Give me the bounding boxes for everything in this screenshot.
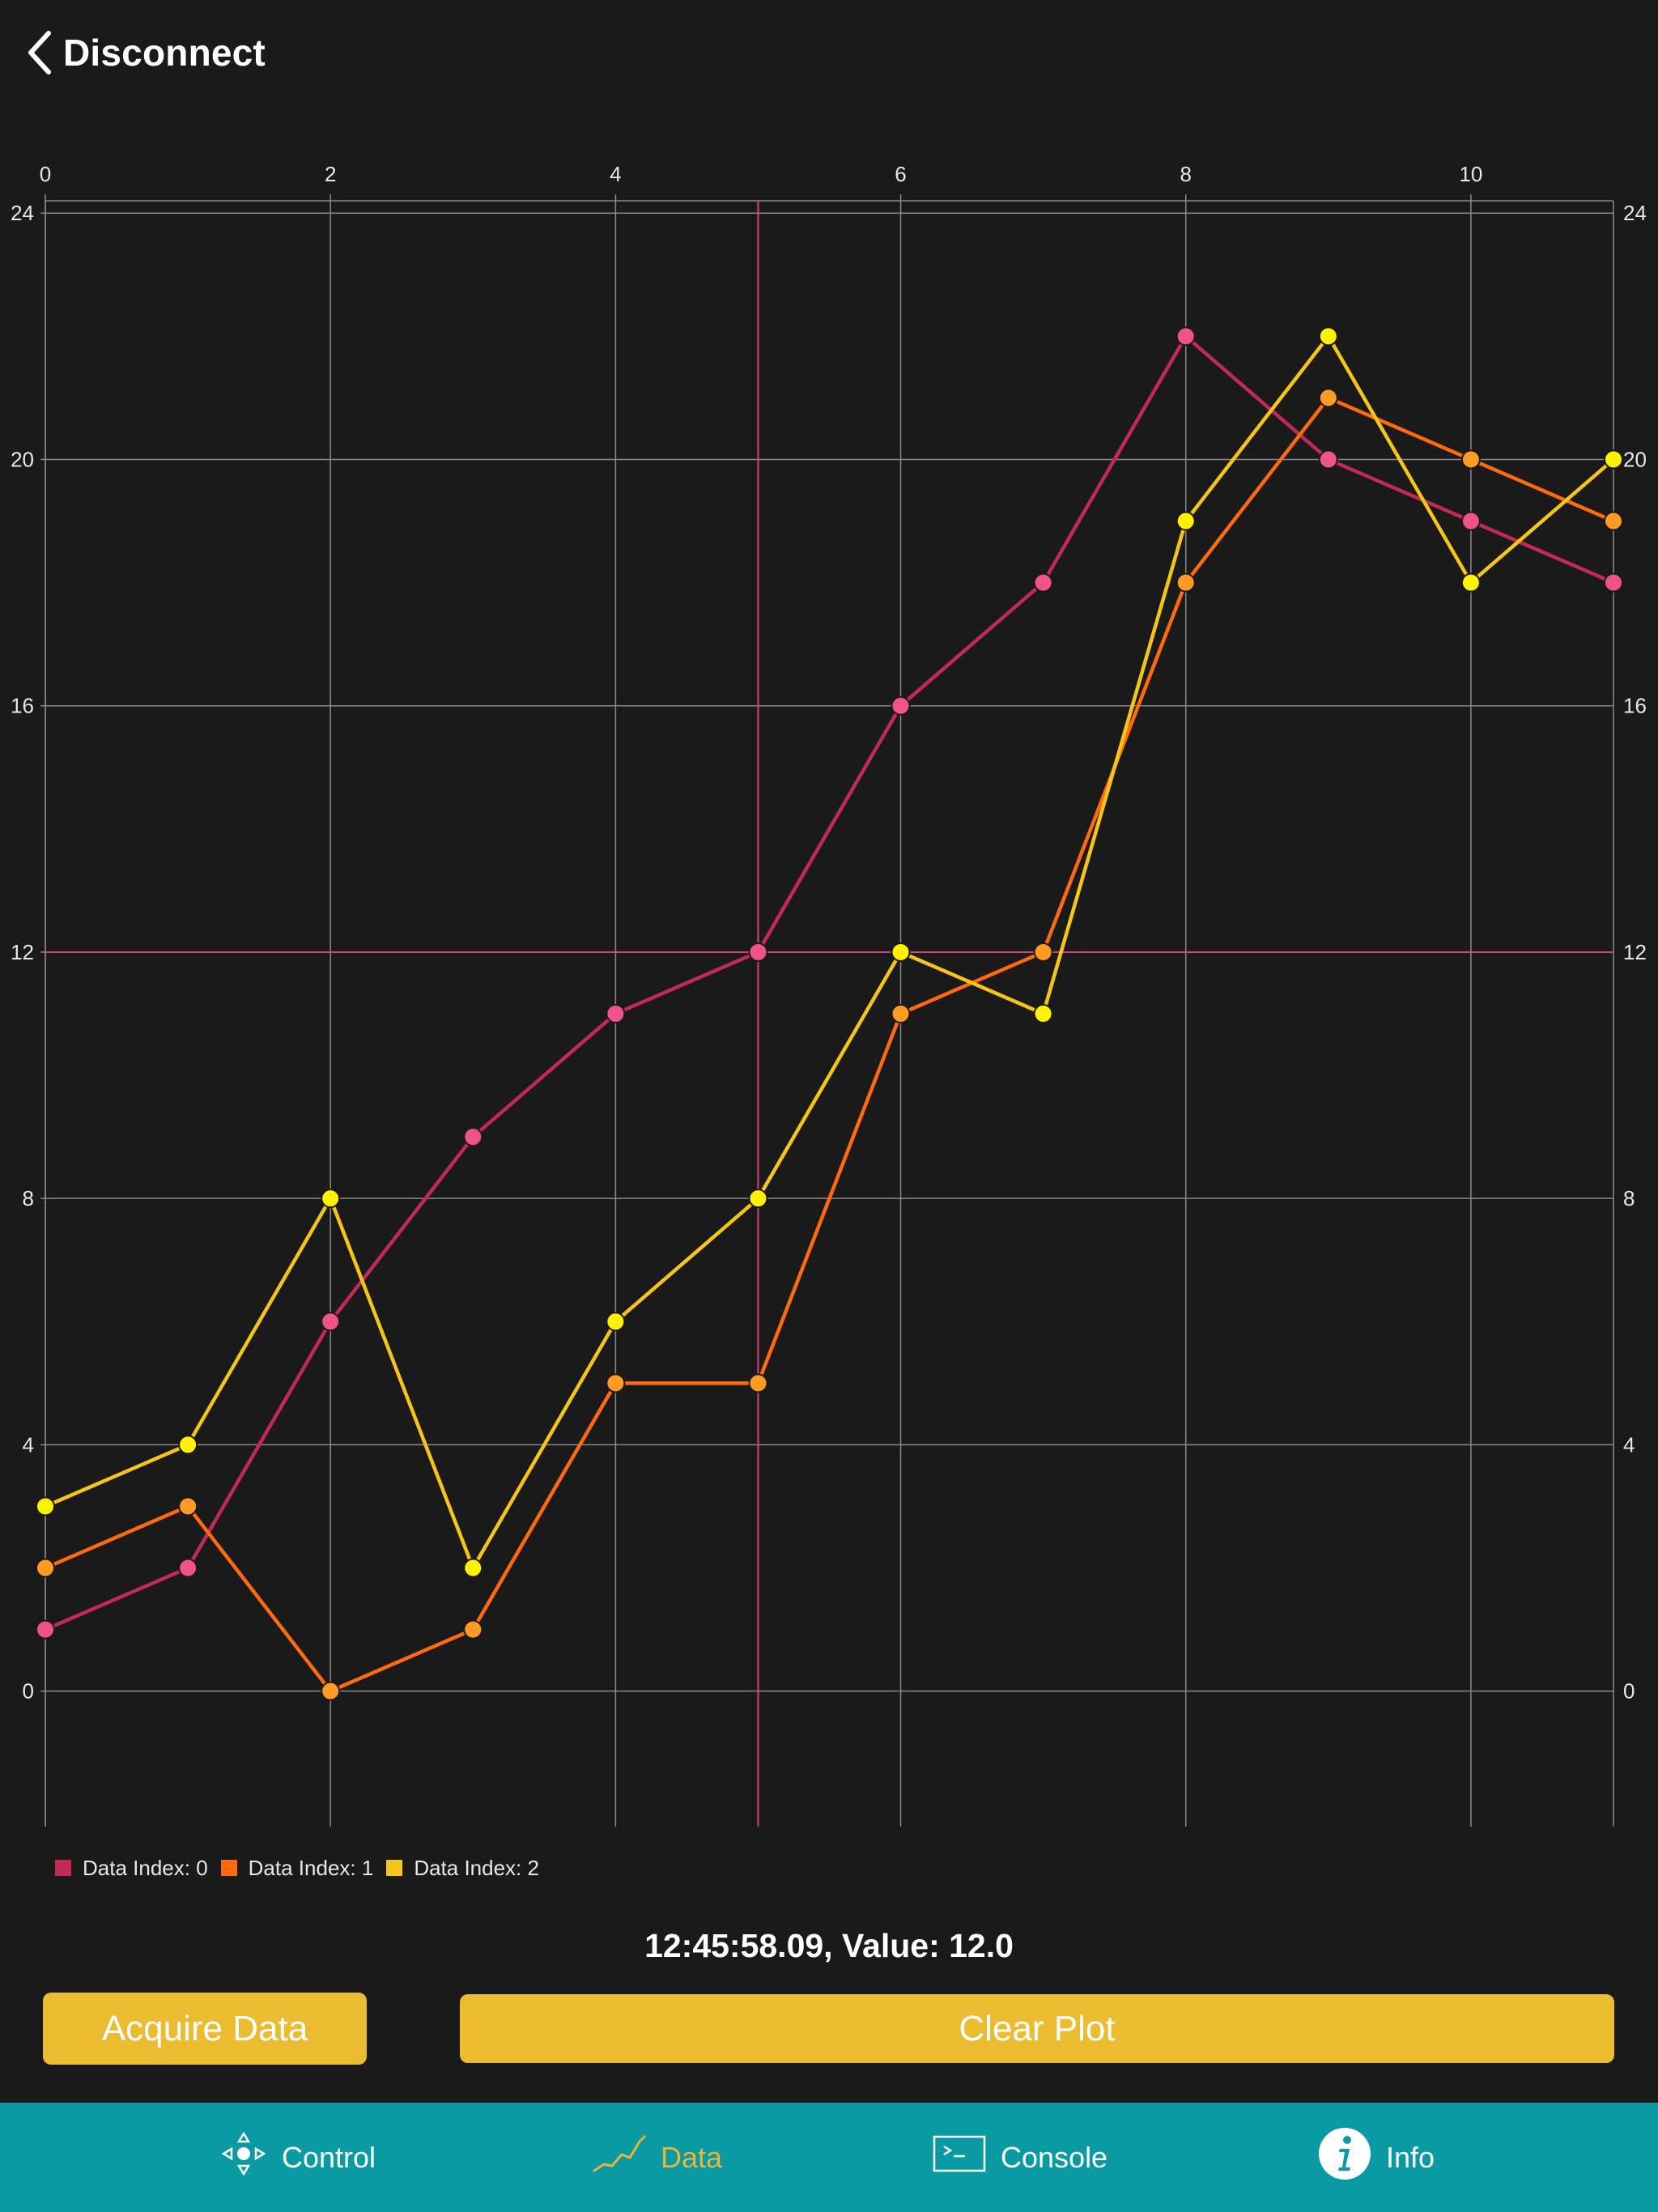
series-1 [36,388,1623,1701]
legend-item-series-1: Data Index: 1 [220,1855,374,1881]
legend-swatch-series-0 [55,1860,71,1876]
y-tick-label-right: 12 [1623,940,1647,964]
series-1-line [45,396,1614,1693]
y-tick-label-right: 16 [1623,694,1647,718]
y-tick-label-left: 24 [11,201,34,225]
series-1-point [1318,388,1338,408]
legend-swatch-series-2 [386,1860,403,1876]
tab-info[interactable]: Info [1318,2103,1435,2212]
series-2-point [748,1189,768,1209]
y-tick-label-right: 8 [1623,1186,1635,1210]
series-0-point [606,1004,626,1023]
series-1-point [606,1373,626,1393]
y-tick-label-left: 16 [11,694,34,718]
series-1-point [178,1496,198,1516]
series-2-point [1460,572,1481,593]
legend-item-series-0: Data Index: 0 [55,1856,208,1881]
series-1-point [891,1004,911,1023]
y-tick-label-left: 0 [23,1679,34,1704]
series-2-point [1175,511,1196,531]
series-2-point [1318,326,1338,347]
tab-info-label: Info [1386,2140,1435,2174]
y-tick-label-left: 4 [23,1432,34,1457]
series-2-point [321,1189,341,1209]
series-1-point [321,1681,341,1701]
y-tick-label-left: 12 [11,940,34,964]
series-1-point [1460,449,1481,470]
console-icon [933,2135,986,2180]
series-2-point [36,1496,55,1516]
series-2-point [1033,1004,1053,1023]
tab-data[interactable]: Data [593,2103,722,2212]
y-tick-label-left: 8 [23,1186,34,1210]
series-1-point [1175,572,1196,593]
x-tick-label: 4 [610,162,621,186]
legend-label-series-2: Data Index: 2 [414,1855,539,1880]
series-2-point [1604,449,1623,470]
series-1-point [748,1373,768,1393]
series-1-point [1604,511,1623,531]
series-2-point [178,1435,198,1455]
series-0-point [1175,326,1196,347]
series-0-point [178,1558,198,1578]
y-tick-label-left: 20 [11,447,34,471]
series-2 [36,326,1623,1578]
series-2-point [463,1558,483,1578]
chart-crosshair [45,201,1613,1827]
series-0-point [1460,511,1481,531]
legend-label-series-0: Data Index: 0 [83,1855,208,1880]
tab-console[interactable]: Console [933,2103,1107,2212]
x-tick-label: 2 [325,162,336,186]
value-readout: 12:45:58.09, Value: 12.0 [644,1927,1014,1964]
tab-data-label: Data [661,2140,723,2174]
y-tick-label-right: 4 [1623,1432,1635,1457]
y-tick-label-right: 24 [1623,201,1647,225]
series-0-point [748,942,768,962]
series-2-point [891,942,911,962]
series-0-point [36,1619,55,1640]
acquire-data-button[interactable]: Acquire Data [43,1993,367,2065]
tab-control[interactable]: Control [220,2103,376,2212]
chart-series [36,326,1623,1701]
tab-bar: Control Data Console Info [0,2103,1658,2212]
chart-legend: Data Index: 0 Data Index: 1 Data Index: … [55,1854,552,1882]
series-0 [36,326,1623,1640]
series-1-point [36,1558,55,1578]
chevron-left-icon [28,31,51,74]
data-chart-icon [593,2133,646,2181]
series-1-point [463,1619,483,1640]
series-0-line [45,334,1614,1631]
series-0-point [1033,572,1053,593]
series-0-point [891,696,911,716]
chart-grid [40,194,1614,1827]
series-0-point [321,1312,341,1332]
y-tick-label-right: 20 [1623,447,1647,471]
tab-control-label: Control [282,2140,376,2174]
legend-label-series-1: Data Index: 1 [248,1855,374,1880]
series-1-point [1033,942,1053,962]
legend-item-series-2: Data Index: 2 [386,1856,539,1881]
series-2-line [45,334,1615,1570]
disconnect-label: Disconnect [63,32,266,74]
x-tick-label: 8 [1180,162,1191,186]
x-tick-label: 0 [40,162,51,186]
series-0-point [463,1127,483,1147]
series-0-point [1604,572,1623,593]
control-icon [220,2130,267,2184]
disconnect-back-button[interactable]: Disconnect [23,24,266,81]
series-0-point [1318,449,1338,470]
clear-plot-button[interactable]: Clear Plot [460,1994,1614,2063]
x-tick-label: 10 [1459,162,1482,186]
info-icon [1318,2127,1371,2188]
tab-console-label: Console [1001,2140,1108,2174]
series-2-point [606,1312,626,1332]
legend-swatch-series-1 [220,1860,237,1876]
y-tick-label-right: 0 [1623,1679,1635,1704]
x-tick-label: 6 [895,162,906,186]
